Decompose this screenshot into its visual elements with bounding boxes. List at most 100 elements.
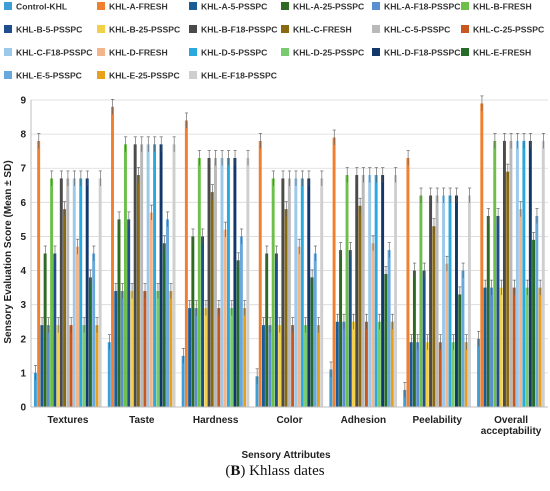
x-tick-label-line: Textures <box>47 415 88 426</box>
x-tick-label: Adhesion <box>341 415 387 426</box>
bar <box>342 321 346 407</box>
legend-swatch <box>461 2 469 10</box>
x-tick-label-line: Color <box>276 415 302 426</box>
bar <box>284 209 288 407</box>
bar <box>358 205 362 407</box>
bar <box>166 219 169 407</box>
y-axis-title: Sensory Evaluation Score (Mean ± SD) <box>3 160 14 343</box>
bar <box>377 321 381 407</box>
legend-swatch <box>461 25 469 33</box>
bar <box>432 226 436 407</box>
bar <box>297 246 301 407</box>
bar <box>268 325 272 407</box>
legend-swatch <box>189 2 197 10</box>
legend-swatch <box>97 25 105 33</box>
bar <box>304 325 307 407</box>
bar <box>98 178 102 407</box>
legend-label: KHL-A-FRESH <box>109 2 168 12</box>
legend-label: KHL-D-5-PSSPC <box>201 48 267 58</box>
bar <box>46 325 50 407</box>
bar <box>294 178 298 407</box>
bar <box>226 157 230 407</box>
legend-label: Control-KHL <box>16 2 67 12</box>
bar <box>217 308 221 407</box>
bar <box>480 103 484 408</box>
bar <box>123 144 127 407</box>
bar <box>403 389 407 407</box>
legend-swatch <box>189 48 197 56</box>
legend-swatch <box>372 48 380 56</box>
y-tick-label: 4 <box>20 266 26 277</box>
bar <box>146 144 150 407</box>
bar <box>438 342 442 407</box>
bar <box>188 308 192 407</box>
bar <box>355 175 359 407</box>
bar <box>425 342 429 407</box>
bar <box>477 338 481 407</box>
bar <box>310 277 314 407</box>
legend-swatch <box>461 48 469 56</box>
legend-swatch <box>372 2 380 10</box>
legend-label: KHL-A-25-PSSPC <box>293 2 364 12</box>
bar <box>172 144 176 407</box>
legend-label: KHL-E-5-PSSPC <box>16 71 82 81</box>
bar <box>133 144 137 407</box>
bar <box>261 325 265 407</box>
legend-swatch <box>4 48 12 56</box>
bar <box>76 246 79 407</box>
bar <box>300 178 304 407</box>
bar <box>435 195 439 407</box>
caption-prefix: ( <box>225 463 231 479</box>
y-tick-label: 0 <box>20 403 26 414</box>
bar <box>442 195 446 407</box>
x-tick-label: Overall acceptability <box>481 415 542 437</box>
bar <box>184 120 188 407</box>
bar <box>387 250 391 407</box>
x-axis-title: Sensory Attributes <box>241 450 331 460</box>
bar <box>246 157 250 407</box>
bar <box>522 140 526 407</box>
y-tick-label: 8 <box>20 130 26 141</box>
sensory-bar-chart: Control-KHL KHL-A-FRESH KHL-A-5-PSSPC KHL-A… <box>3 2 548 460</box>
caption-suffix: ) Khlass dates <box>240 463 325 479</box>
x-tick-label: Textures <box>47 415 88 426</box>
bar <box>85 178 89 407</box>
bar <box>37 140 41 407</box>
bar <box>210 192 214 407</box>
bar <box>455 195 458 407</box>
bar <box>490 287 493 407</box>
bar <box>114 291 118 407</box>
bar <box>535 215 539 407</box>
bar <box>416 342 420 407</box>
bar <box>181 355 185 407</box>
bar <box>130 291 134 407</box>
legend-label: KHL-C-25-PSSPC <box>473 25 544 35</box>
bar <box>143 291 147 407</box>
y-tick-label: 6 <box>20 198 26 209</box>
bar <box>169 291 173 407</box>
y-tick-label: 2 <box>20 334 26 345</box>
bar <box>364 321 368 407</box>
bar <box>483 287 487 407</box>
bar <box>194 308 198 407</box>
x-tick-label-line: acceptability <box>481 426 542 437</box>
bar <box>406 157 410 407</box>
bar <box>40 325 44 407</box>
legend-swatch <box>97 71 105 79</box>
bar <box>214 157 217 407</box>
bar <box>384 273 388 407</box>
bar <box>136 175 140 407</box>
bar <box>519 209 523 407</box>
bar <box>243 308 247 407</box>
bar <box>207 157 211 407</box>
bar <box>140 144 144 407</box>
bar <box>117 219 121 407</box>
legend-label: KHL-D-F18-PSSPC <box>384 48 460 58</box>
bar <box>66 178 70 407</box>
y-tick-label: 3 <box>20 300 26 311</box>
legend-label: KHL-E-25-PSSPC <box>109 71 180 81</box>
legend-swatch <box>281 2 289 10</box>
bar <box>502 140 506 407</box>
bar <box>486 215 490 407</box>
legend-swatch <box>4 25 12 33</box>
